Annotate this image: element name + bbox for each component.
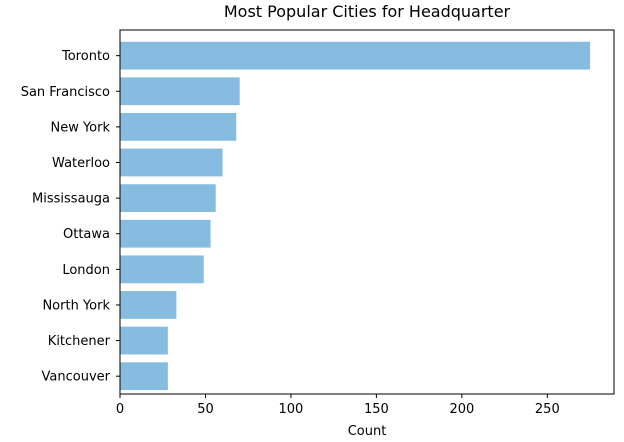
y-tick-label-north-york: North York (42, 298, 110, 313)
x-tick-label-250: 250 (535, 402, 560, 417)
bar-london (120, 255, 204, 284)
x-tick-label-0: 0 (116, 402, 124, 417)
y-tick-label-vancouver: Vancouver (42, 370, 111, 385)
x-tick-label-50: 50 (197, 402, 214, 417)
bar-kitchener (120, 326, 168, 355)
bar-toronto (120, 41, 591, 70)
y-axis-ticks: Toronto San Francisco New York Waterloo Miss… (21, 49, 120, 385)
bar-north-york (120, 291, 177, 319)
x-tick-label-100: 100 (279, 402, 304, 417)
y-tick-label-toronto: Toronto (61, 49, 110, 64)
bar-mississauga (120, 184, 216, 212)
plot-frame (119, 29, 615, 395)
y-tick-label-ottawa: Ottawa (63, 227, 110, 242)
bar-ottawa (120, 219, 211, 248)
x-axis-label: Count (348, 424, 387, 439)
bar-vancouver (120, 362, 168, 391)
y-tick-label-mississauga: Mississauga (32, 192, 110, 207)
y-tick-label-san-francisco: San Francisco (21, 85, 110, 100)
y-tick-label-waterloo: Waterloo (52, 156, 110, 171)
bar-waterloo (120, 148, 223, 177)
bar-new-york (120, 112, 237, 141)
y-tick-label-london: London (62, 263, 110, 278)
chart-title: Most Popular Cities for Headquarter (224, 2, 511, 21)
x-tick-label-200: 200 (449, 402, 474, 417)
y-tick-label-new-york: New York (50, 120, 110, 135)
bar-san-francisco (120, 77, 240, 106)
x-tick-label-150: 150 (364, 402, 389, 417)
bars-group (120, 41, 591, 391)
x-axis-ticks: 0 50 100 150 200 250 (116, 394, 560, 417)
y-tick-label-kitchener: Kitchener (48, 334, 111, 349)
